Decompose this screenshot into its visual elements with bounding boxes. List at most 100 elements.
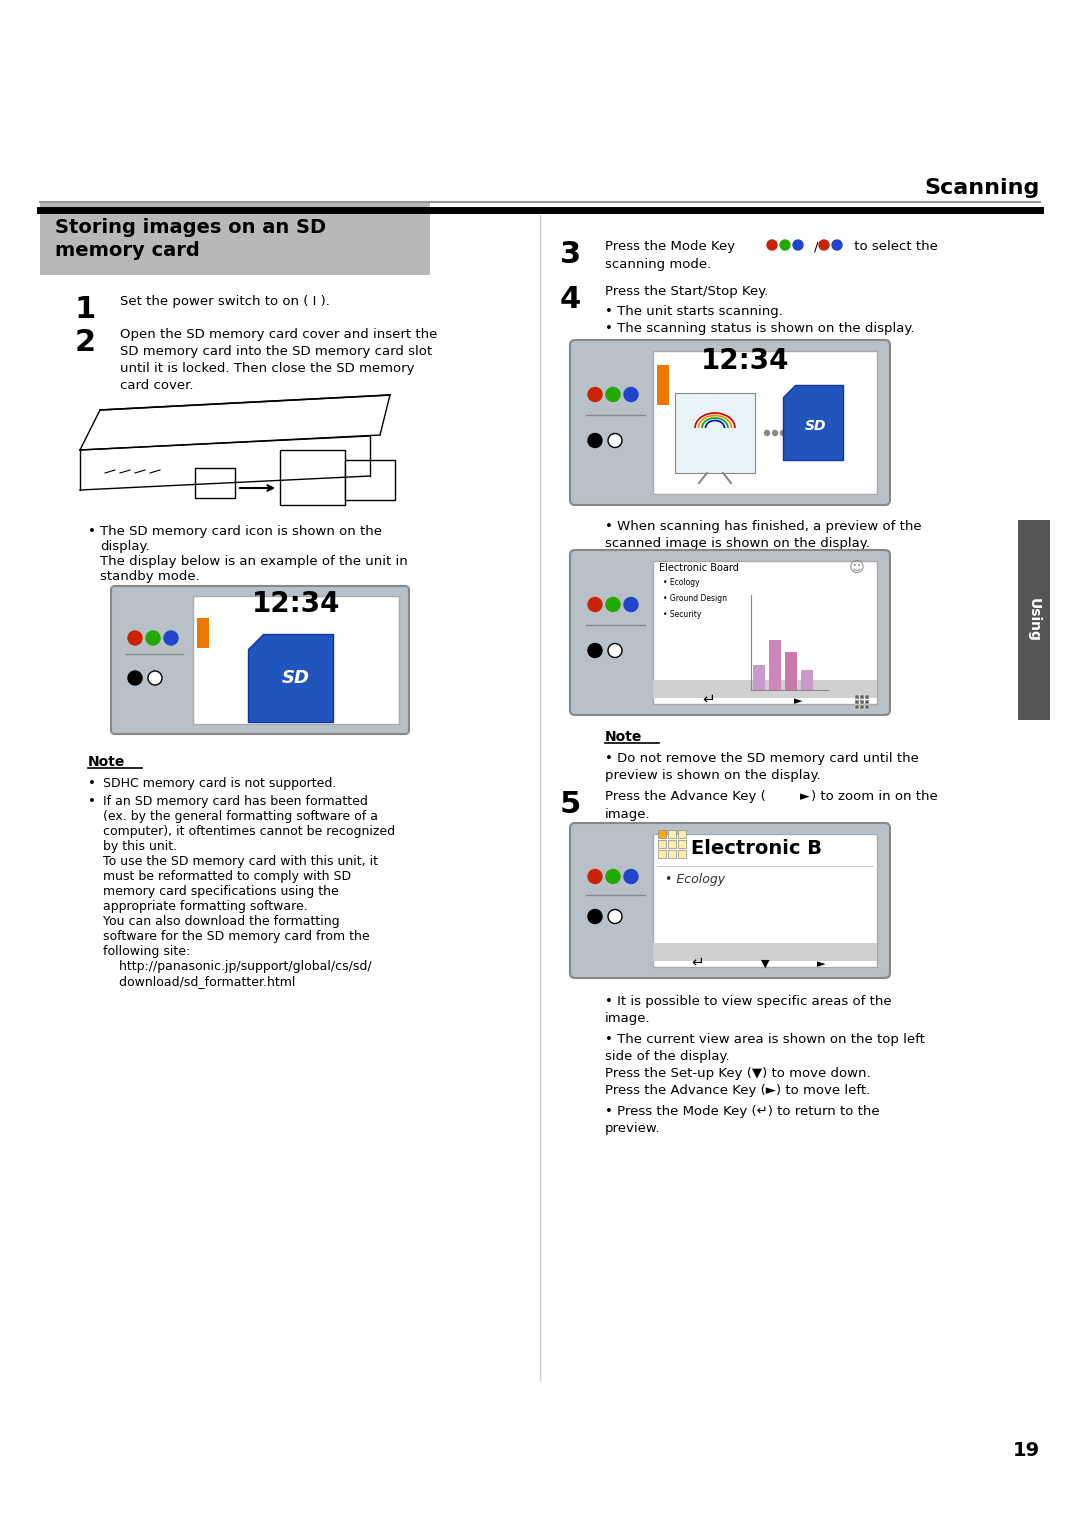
Text: • Security: • Security bbox=[663, 610, 701, 619]
Bar bbox=[855, 704, 859, 709]
Text: SD: SD bbox=[806, 420, 827, 434]
Bar bbox=[753, 665, 765, 691]
Bar bbox=[280, 451, 345, 504]
Text: To use the SD memory card with this unit, it: To use the SD memory card with this unit… bbox=[103, 856, 378, 868]
Text: 12:34: 12:34 bbox=[701, 347, 789, 374]
Text: 12:34: 12:34 bbox=[252, 590, 340, 617]
Bar bbox=[40, 203, 430, 275]
Text: 3: 3 bbox=[561, 240, 581, 269]
Text: If an SD memory card has been formatted: If an SD memory card has been formatted bbox=[103, 795, 368, 808]
Bar bbox=[678, 830, 686, 837]
Text: Note: Note bbox=[87, 755, 125, 769]
Text: Using: Using bbox=[1027, 597, 1041, 642]
Text: image.: image. bbox=[605, 808, 650, 821]
Text: • Do not remove the SD memory card until the: • Do not remove the SD memory card until… bbox=[605, 752, 919, 766]
Text: ►: ► bbox=[795, 695, 802, 706]
Text: preview.: preview. bbox=[605, 1122, 661, 1135]
Bar bbox=[855, 700, 859, 704]
Circle shape bbox=[588, 869, 602, 883]
Text: • Ecology: • Ecology bbox=[665, 872, 725, 886]
Bar bbox=[801, 669, 813, 691]
Bar bbox=[653, 351, 877, 494]
Circle shape bbox=[608, 643, 622, 657]
Text: SD: SD bbox=[282, 669, 310, 688]
Text: http://panasonic.jp/support/global/cs/sd/: http://panasonic.jp/support/global/cs/sd… bbox=[103, 960, 372, 973]
Text: •: • bbox=[87, 526, 96, 538]
Text: (ex. by the general formatting software of a: (ex. by the general formatting software … bbox=[103, 810, 378, 824]
Circle shape bbox=[588, 388, 602, 402]
Bar bbox=[860, 695, 864, 698]
Text: image.: image. bbox=[605, 1012, 650, 1025]
Bar bbox=[865, 704, 869, 709]
Text: 4: 4 bbox=[561, 286, 581, 313]
Bar bbox=[193, 596, 399, 724]
Bar bbox=[865, 700, 869, 704]
Bar bbox=[195, 468, 235, 498]
Text: •: • bbox=[87, 795, 96, 808]
Circle shape bbox=[624, 597, 638, 611]
Bar bbox=[669, 850, 676, 859]
Text: Note: Note bbox=[605, 730, 643, 744]
Circle shape bbox=[624, 388, 638, 402]
Bar bbox=[669, 840, 676, 848]
Polygon shape bbox=[783, 385, 843, 460]
Text: • Ground Design: • Ground Design bbox=[663, 594, 727, 604]
Text: scanning mode.: scanning mode. bbox=[605, 258, 712, 270]
Bar bbox=[653, 680, 877, 698]
Text: until it is locked. Then close the SD memory: until it is locked. Then close the SD me… bbox=[120, 362, 415, 374]
Text: Open the SD memory card cover and insert the: Open the SD memory card cover and insert… bbox=[120, 329, 437, 341]
Circle shape bbox=[608, 434, 622, 448]
FancyBboxPatch shape bbox=[570, 550, 890, 715]
Text: Press the Start/Stop Key.: Press the Start/Stop Key. bbox=[605, 286, 768, 298]
Text: ►: ► bbox=[816, 960, 825, 969]
Bar bbox=[653, 943, 877, 961]
Bar bbox=[678, 840, 686, 848]
Bar bbox=[860, 700, 864, 704]
Circle shape bbox=[588, 909, 602, 923]
Polygon shape bbox=[248, 634, 333, 723]
Bar bbox=[855, 695, 859, 698]
Text: • Press the Mode Key (↵) to return to the: • Press the Mode Key (↵) to return to th… bbox=[605, 1105, 879, 1118]
Text: 5: 5 bbox=[561, 790, 581, 819]
Circle shape bbox=[767, 240, 777, 251]
Circle shape bbox=[129, 671, 141, 685]
Bar bbox=[785, 652, 797, 691]
Circle shape bbox=[765, 431, 769, 435]
Circle shape bbox=[588, 643, 602, 657]
Text: Storing images on an SD: Storing images on an SD bbox=[55, 219, 326, 237]
Circle shape bbox=[793, 240, 804, 251]
Text: • It is possible to view specific areas of the: • It is possible to view specific areas … bbox=[605, 995, 892, 1008]
Text: to select the: to select the bbox=[850, 240, 937, 254]
Text: 19: 19 bbox=[1013, 1441, 1040, 1459]
Text: display.: display. bbox=[100, 539, 150, 553]
Text: computer), it oftentimes cannot be recognized: computer), it oftentimes cannot be recog… bbox=[103, 825, 395, 837]
FancyBboxPatch shape bbox=[570, 341, 890, 504]
Circle shape bbox=[606, 869, 620, 883]
Text: • The unit starts scanning.: • The unit starts scanning. bbox=[605, 306, 783, 318]
Circle shape bbox=[588, 597, 602, 611]
Bar bbox=[653, 834, 877, 967]
Text: •: • bbox=[87, 778, 96, 790]
Bar bbox=[197, 617, 210, 648]
Text: side of the display.: side of the display. bbox=[605, 1050, 730, 1063]
Text: Press the Set-up Key (▼) to move down.: Press the Set-up Key (▼) to move down. bbox=[605, 1067, 870, 1080]
Text: Set the power switch to on ( I ).: Set the power switch to on ( I ). bbox=[120, 295, 329, 309]
Bar bbox=[657, 365, 669, 405]
Text: software for the SD memory card from the: software for the SD memory card from the bbox=[103, 931, 369, 943]
Bar bbox=[658, 830, 666, 837]
Text: 2: 2 bbox=[75, 329, 96, 358]
Text: download/sd_formatter.html: download/sd_formatter.html bbox=[103, 975, 295, 989]
Text: memory card: memory card bbox=[55, 241, 200, 260]
Bar bbox=[678, 850, 686, 859]
Circle shape bbox=[772, 431, 778, 435]
Bar bbox=[658, 840, 666, 848]
Text: memory card specifications using the: memory card specifications using the bbox=[103, 885, 339, 898]
FancyBboxPatch shape bbox=[570, 824, 890, 978]
Text: scanned image is shown on the display.: scanned image is shown on the display. bbox=[605, 536, 869, 550]
Bar bbox=[669, 830, 676, 837]
Text: ☺: ☺ bbox=[849, 559, 865, 575]
Circle shape bbox=[780, 240, 789, 251]
Circle shape bbox=[148, 671, 162, 685]
Text: ►: ► bbox=[800, 790, 810, 804]
Circle shape bbox=[588, 434, 602, 448]
